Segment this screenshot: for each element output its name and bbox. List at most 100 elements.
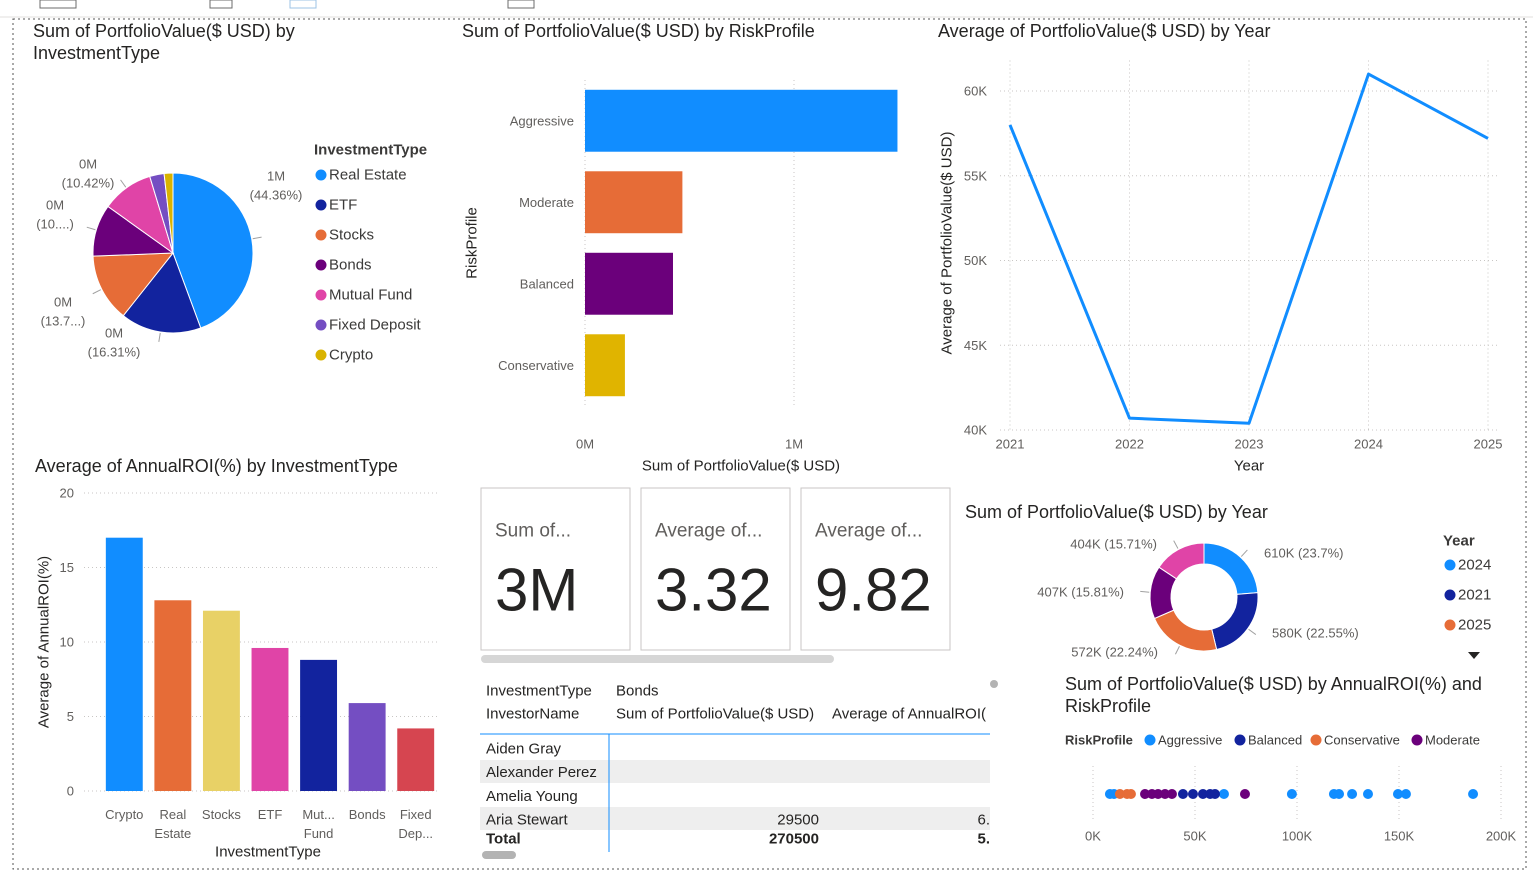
card-value: 3M <box>495 557 578 624</box>
x-tick-label: Real Estate <box>154 807 191 841</box>
x-axis-title: Year <box>1234 458 1264 475</box>
point <box>1362 789 1373 799</box>
column-header: Sum of PortfolioValue($ USD) <box>616 706 814 723</box>
y-tick-label: Balanced <box>520 276 574 291</box>
legend-entry[interactable]: Aggressive <box>1158 733 1222 748</box>
data-label: 572K (22.24%) <box>1071 645 1158 660</box>
y-tick-label: 45K <box>964 338 987 353</box>
x-tick-label: Bonds <box>349 807 386 822</box>
cards: Sum of... 3M Average of... 3.32 Average … <box>480 487 951 663</box>
legend-entry[interactable]: Conservative <box>1324 733 1400 748</box>
card[interactable] <box>480 487 631 651</box>
slice <box>122 251 202 334</box>
x-tick-label: 2022 <box>1115 437 1144 452</box>
data-label: 0M <box>105 326 123 341</box>
legend-entry[interactable]: 2021 <box>1458 587 1491 604</box>
chart: Sum of PortfolioValue($ USD) by Year 610K… <box>965 502 1491 660</box>
y-axis-title: RiskProfile <box>464 207 481 279</box>
slice <box>1158 542 1205 580</box>
legend-entry[interactable]: Balanced <box>1248 733 1302 748</box>
toolbar-icon[interactable] <box>507 0 535 9</box>
cell: Total <box>486 831 521 848</box>
bar <box>585 252 673 315</box>
column-header: InvestmentType <box>486 683 592 700</box>
x-tick-label: Mut... Fund <box>302 807 335 841</box>
y-tick-label: Conservative <box>498 358 574 373</box>
legend-entry[interactable]: Moderate <box>1425 733 1480 748</box>
toolbar-icon[interactable] <box>39 0 77 9</box>
matrix: InvestmentType Bonds InvestorName Sum of Po… <box>480 683 990 852</box>
scrollbar[interactable] <box>481 655 834 663</box>
y-tick-label: 20 <box>60 486 74 501</box>
cell: 29500 <box>777 812 819 829</box>
card[interactable] <box>800 487 951 651</box>
bar <box>202 610 240 791</box>
legend-entry[interactable]: Fixed Deposit <box>329 317 422 334</box>
bar <box>300 659 338 791</box>
chart-title: Average of PortfolioValue($ USD) by Year <box>938 21 1271 41</box>
point <box>1209 789 1220 799</box>
bar <box>585 89 898 152</box>
y-tick-label: 15 <box>60 560 74 575</box>
bar <box>105 537 143 791</box>
leader-line <box>1240 549 1248 557</box>
point <box>1218 789 1229 799</box>
point <box>1160 789 1171 799</box>
toolbar-icon[interactable] <box>289 0 317 9</box>
legend-entry[interactable]: Mutual Fund <box>329 287 412 304</box>
leader-line <box>1173 540 1179 549</box>
y-tick-label: 50K <box>964 253 987 268</box>
y-tick-label: Moderate <box>519 195 574 210</box>
x-tick-label: 1M <box>785 437 803 452</box>
line <box>1008 72 1489 425</box>
legend-scroll[interactable] <box>1468 652 1480 659</box>
card-label: Average of... <box>815 521 922 542</box>
x-tick-label: ETF <box>258 807 283 822</box>
legend-marker <box>1144 734 1156 746</box>
legend-entry[interactable]: 2024 <box>1458 557 1491 574</box>
card-label: Sum of... <box>495 521 571 542</box>
row-band <box>480 807 990 830</box>
legend-entry[interactable]: 2025 <box>1458 617 1491 634</box>
data-label: (10....) <box>36 217 74 232</box>
legend-title: Year <box>1443 533 1475 550</box>
legend-marker <box>315 259 327 271</box>
bar <box>154 600 192 791</box>
legend-marker <box>1444 559 1456 571</box>
legend-marker <box>315 289 327 301</box>
column-header: Bonds <box>616 683 659 700</box>
y-tick-label: 10 <box>60 635 74 650</box>
legend-marker <box>1444 589 1456 601</box>
scrollbar[interactable] <box>482 851 516 859</box>
card-value: 3.32 <box>655 557 772 624</box>
legend-marker <box>1444 619 1456 631</box>
legend-entry[interactable]: Real Estate <box>329 167 407 184</box>
legend-entry[interactable]: Stocks <box>329 227 374 244</box>
y-tick-label: 5 <box>67 709 74 724</box>
legend-entry[interactable]: Bonds <box>329 257 372 274</box>
legend-entry[interactable]: Crypto <box>329 347 373 364</box>
chart-title: Sum of PortfolioValue($ USD) by Investmen… <box>33 21 295 63</box>
toolbar-icon[interactable] <box>209 0 233 9</box>
card[interactable] <box>640 487 791 651</box>
legend-marker <box>1411 734 1423 746</box>
cell: Aria Stewart <box>486 812 569 829</box>
y-tick-label: 0 <box>67 784 74 799</box>
leader-line <box>1174 645 1180 655</box>
cell: Amelia Young <box>486 788 578 805</box>
y-tick-label: 55K <box>964 168 987 183</box>
column-header: Average of AnnualROI( <box>832 706 986 723</box>
y-tick-label: Aggressive <box>510 113 574 128</box>
data-label: 1M <box>267 169 285 184</box>
scroll-thumb[interactable] <box>990 680 998 688</box>
x-tick-label: 200K <box>1486 829 1517 844</box>
leader-line <box>86 226 96 231</box>
legend-entry[interactable]: ETF <box>329 197 357 214</box>
leader-line <box>252 236 262 240</box>
point <box>1334 789 1345 799</box>
point <box>1177 789 1188 799</box>
y-tick-label: 60K <box>964 84 987 99</box>
x-axis-title: InvestmentType <box>215 844 321 861</box>
y-axis-title: Average of AnnualROI(%) <box>36 556 53 728</box>
point <box>1153 789 1164 799</box>
